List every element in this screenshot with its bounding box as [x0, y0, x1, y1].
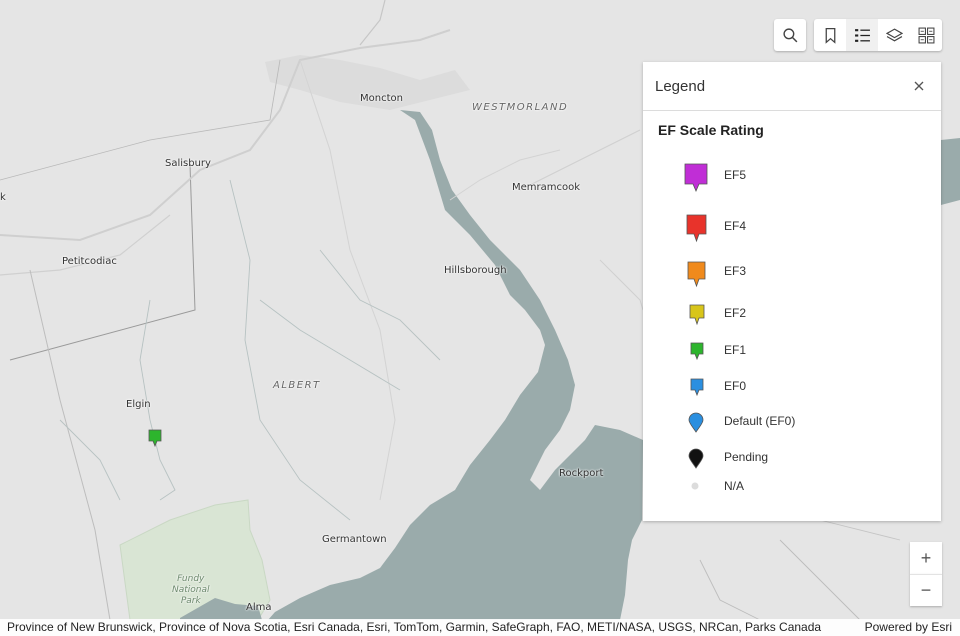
tornado-marker-ef1[interactable] [148, 429, 162, 448]
ef5-symbol-icon [684, 163, 708, 192]
legend-item-label: EF4 [724, 219, 747, 233]
legend-item-label: EF1 [724, 343, 747, 357]
legend-title: Legend [655, 77, 706, 95]
place-label-fundy-park: Fundy National Park [172, 574, 210, 606]
legend-item: EF2 [643, 303, 941, 333]
place-label-hillsborough: Hillsborough [444, 265, 507, 276]
bookmark-icon [825, 27, 835, 44]
legend-item-label: EF5 [724, 168, 747, 182]
legend-item: EF1 [643, 341, 941, 371]
attribution-bar[interactable]: Province of New Brunswick, Province of N… [0, 619, 960, 636]
legend-item: EF4 [643, 213, 941, 243]
place-label-alma: Alma [246, 602, 272, 613]
legend-item-label: Default (EF0) [724, 414, 796, 428]
pending-pin-icon [688, 448, 704, 469]
powered-by-link[interactable]: Powered by Esri [864, 620, 952, 634]
place-label-moncton: Moncton [360, 93, 403, 104]
bookmarks-button[interactable] [814, 19, 846, 51]
basemap-gallery-button[interactable] [910, 19, 942, 51]
place-label-salisbury: Salisbury [165, 158, 211, 169]
ef2-symbol-icon [689, 304, 705, 326]
legend-list-icon [854, 28, 870, 42]
legend-item: EF0 [643, 377, 941, 407]
legend-layer-title: EF Scale Rating [658, 122, 764, 138]
basemap-gallery-icon [918, 27, 934, 43]
legend-item: Pending [643, 448, 941, 478]
zoom-out-button[interactable]: − [910, 574, 942, 606]
default-pin-icon [688, 412, 704, 433]
place-label-albert: ALBERT [273, 380, 321, 391]
legend-item-label: N/A [724, 479, 745, 493]
layers-button[interactable] [878, 19, 910, 51]
place-label-memramcook: Memramcook [512, 182, 581, 193]
attribution-text: Province of New Brunswick, Province of N… [7, 620, 822, 634]
zoom-in-button[interactable]: + [910, 542, 942, 574]
search-icon [782, 27, 797, 42]
legend-button[interactable] [846, 19, 878, 51]
legend-item-label: EF2 [724, 306, 747, 320]
na-dot-icon [691, 482, 699, 490]
place-label-elgin: Elgin [126, 399, 151, 410]
ef1-symbol-icon [690, 342, 704, 361]
ef0-symbol-icon [690, 378, 704, 397]
legend-panel: Legend EF Scale Rating EF5 EF4 EF3 EF2 E… [643, 62, 941, 521]
place-label-rockport: Rockport [559, 468, 604, 479]
ef4-symbol-icon [686, 214, 707, 243]
layers-icon [885, 27, 903, 41]
search-tool-group [774, 19, 806, 51]
place-label-westmorland: WESTMORLAND [472, 102, 569, 113]
close-icon[interactable] [911, 78, 927, 94]
legend-item: EF3 [643, 260, 941, 290]
legend-item-label: Pending [724, 450, 769, 464]
legend-item: EF5 [643, 162, 941, 192]
legend-header: Legend [643, 62, 941, 111]
legend-item: Default (EF0) [643, 412, 941, 442]
ef3-symbol-icon [687, 261, 706, 288]
place-label-germantown: Germantown [322, 534, 387, 545]
place-label-petitcodiac: Petitcodiac [62, 256, 117, 267]
place-label-edge: k [0, 192, 6, 203]
widget-toolbar [814, 19, 942, 51]
search-button[interactable] [774, 19, 806, 51]
legend-item-label: EF0 [724, 379, 747, 393]
legend-item: N/A [643, 479, 941, 509]
legend-item-label: EF3 [724, 264, 747, 278]
